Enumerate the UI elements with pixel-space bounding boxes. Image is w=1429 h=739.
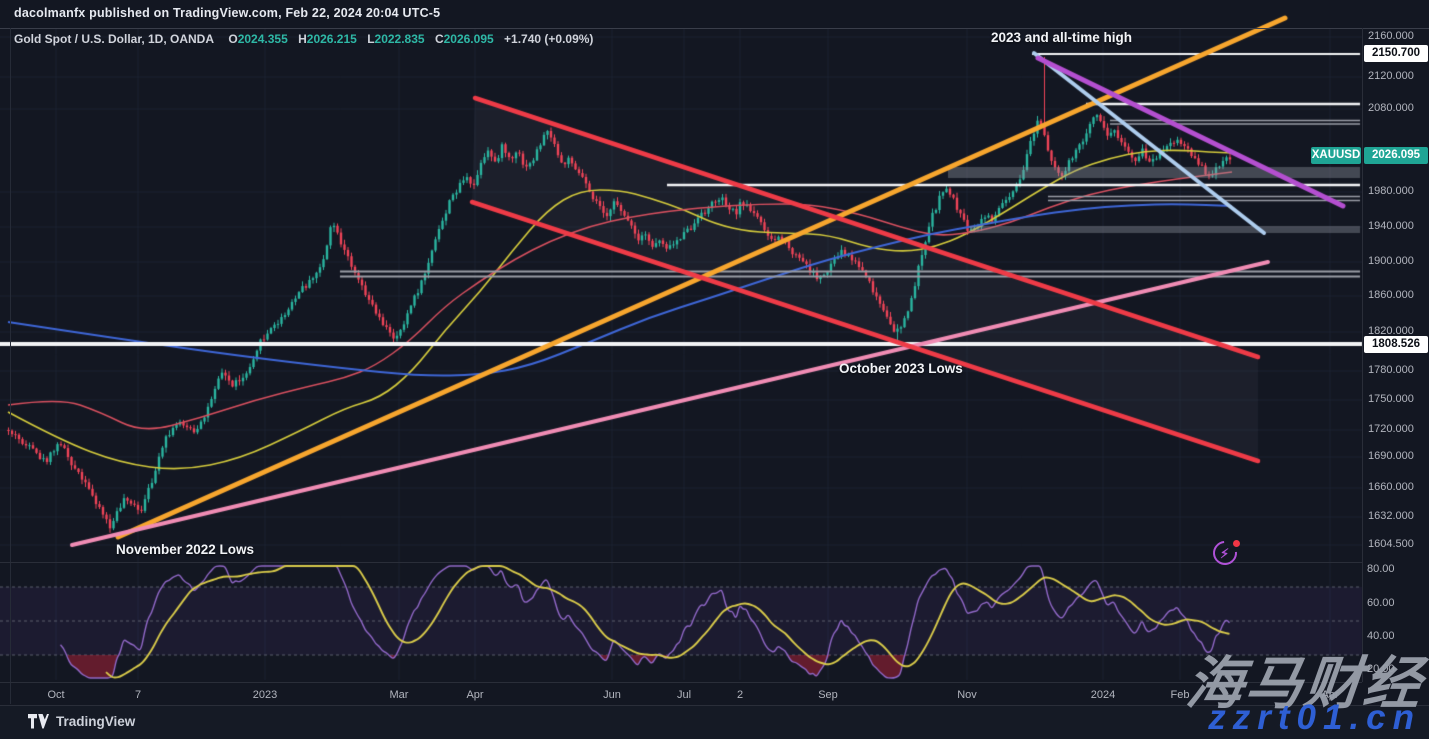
high-label: H (298, 32, 307, 46)
price-axis-tick: 2120.000 (1368, 70, 1414, 82)
price-axis-tick: 1690.000 (1368, 450, 1414, 462)
open-value: 2024.355 (237, 32, 288, 46)
time-axis-tick: Sep (818, 689, 838, 701)
tradingview-mark-icon (28, 714, 49, 729)
price-axis-tick: 1980.000 (1368, 185, 1414, 197)
spark-reaction-icon: ⚡︎ (1208, 536, 1242, 570)
price-badge-last: 2026.095 (1364, 146, 1428, 164)
time-axis[interactable]: Oct 7 2023 Mar Apr Jun Jul 2 Sep Nov 2024 Feb Apr (0, 682, 1362, 705)
price-axis-tick: 1780.000 (1368, 364, 1414, 376)
low-value: 2022.835 (374, 32, 425, 46)
watermark-site: zzrt01.cn (1208, 698, 1421, 737)
annotation-all-time-high: 2023 and all-time high (991, 30, 1133, 45)
price-badge-ath: 2150.700 (1364, 44, 1428, 62)
change-value: +1.740 (+0.09%) (504, 32, 594, 46)
lightning-bolt-icon: ⚡︎ (1220, 546, 1230, 561)
time-axis-tick: 2 (736, 689, 744, 701)
time-axis-tick: Jun (603, 689, 621, 701)
price-axis-tick: 1940.000 (1368, 220, 1414, 232)
indicator-axis-tick: 80.00 (1367, 563, 1395, 575)
price-axis[interactable]: 2150.700 2026.095 1808.526 2160.000 2120.… (1362, 28, 1429, 682)
symbol-title: Gold Spot / U.S. Dollar, 1D, OANDA (14, 32, 215, 46)
price-axis-tick: 2160.000 (1368, 30, 1414, 42)
low-label: L (367, 32, 375, 46)
price-axis-tick: 1604.500 (1368, 538, 1414, 550)
price-axis-tick: 2080.000 (1368, 102, 1414, 114)
close-value: 2026.095 (443, 32, 494, 46)
tradingview-brand-text: TradingView (56, 714, 136, 729)
pane-divider[interactable] (0, 562, 1362, 563)
price-axis-tick: 1900.000 (1368, 255, 1414, 267)
time-axis-tick: Feb (1170, 689, 1190, 701)
time-axis-tick: Jul (676, 689, 692, 701)
price-axis-tick: 1660.000 (1368, 481, 1414, 493)
time-axis-tick: 7 (134, 689, 142, 701)
open-label: O (228, 32, 238, 46)
footer-divider (0, 705, 1429, 706)
time-axis-tick: Apr (1321, 689, 1339, 701)
high-value: 2026.215 (306, 32, 357, 46)
time-axis-tick: Nov (957, 689, 977, 701)
price-axis-tick: 1860.000 (1368, 289, 1414, 301)
price-axis-tick: 1820.000 (1368, 325, 1414, 337)
left-border (10, 28, 11, 704)
publisher-line: dacolmanfx published on TradingView.com,… (14, 6, 441, 20)
notification-dot (1233, 540, 1240, 547)
indicator-axis-tick: 20.00 (1367, 663, 1395, 675)
price-axis-tick: 1750.000 (1368, 393, 1414, 405)
indicator-axis-tick: 40.00 (1367, 630, 1395, 642)
annotation-october-lows: October 2023 Lows (839, 361, 963, 376)
annotation-november-lows: November 2022 Lows (116, 542, 255, 557)
tradingview-logo[interactable]: TradingView (28, 714, 135, 729)
price-axis-tick: 1720.000 (1368, 423, 1414, 435)
symbol-price-badge: XAUUSD (1311, 146, 1361, 164)
close-label: C (434, 32, 444, 46)
time-axis-tick: 2023 (252, 689, 278, 701)
time-axis-tick: Oct (47, 689, 65, 701)
indicator-axis-tick: 60.00 (1367, 597, 1395, 609)
top-divider (0, 28, 1429, 29)
price-badge-support: 1808.526 (1364, 335, 1428, 353)
time-axis-tick: 2024 (1090, 689, 1116, 701)
chart-legend: Gold Spot / U.S. Dollar, 1D, OANDA O2024… (14, 32, 593, 46)
time-axis-tick: Apr (466, 689, 484, 701)
price-axis-tick: 1632.000 (1368, 510, 1414, 522)
indicator-axis[interactable]: 80.00 60.00 40.00 20.00 (1362, 560, 1429, 682)
footer-bar: TradingView (0, 706, 1429, 739)
time-axis-tick: Mar (389, 689, 409, 701)
